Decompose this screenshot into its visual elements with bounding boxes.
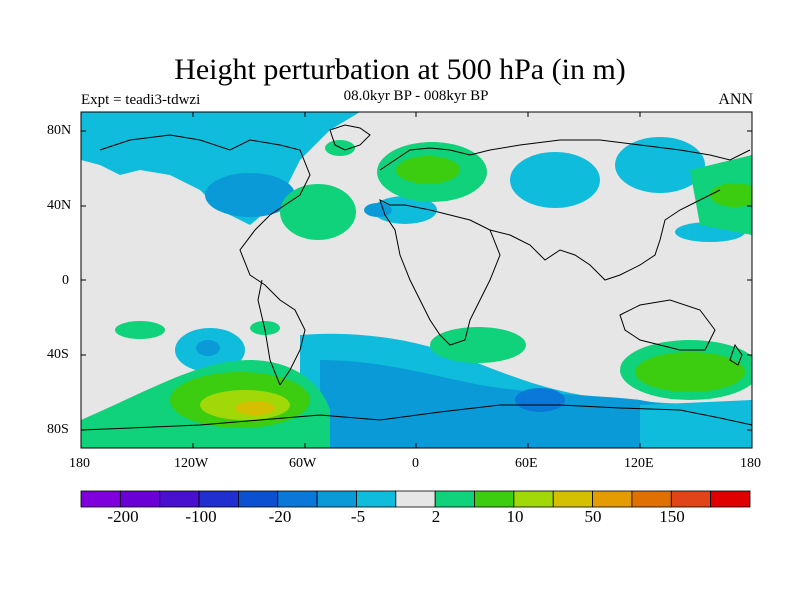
lat-label-0: 0 bbox=[62, 273, 69, 288]
pos-anomaly-north-pacific-core bbox=[710, 183, 752, 207]
neg-anomaly-south-pacific-core bbox=[196, 340, 220, 356]
coastlines bbox=[81, 124, 752, 431]
colorbar bbox=[80, 490, 751, 508]
colorbar-label: 10 bbox=[506, 507, 524, 526]
lon-label-180w: 180 bbox=[69, 456, 90, 471]
colorbar-box bbox=[238, 490, 279, 508]
colorbar-box bbox=[710, 490, 751, 508]
season-label: ANN bbox=[718, 91, 753, 108]
pos-anomaly-atlantic bbox=[280, 184, 356, 240]
lon-label-180e: 180 bbox=[740, 456, 761, 471]
neg-anomaly-ross bbox=[640, 400, 752, 448]
colorbar-box bbox=[159, 490, 200, 508]
lon-label-60w: 60W bbox=[289, 456, 317, 471]
colorbar-box bbox=[277, 490, 318, 508]
lat-label-80s: 80S bbox=[47, 422, 69, 437]
pos-anomaly-sp-peak bbox=[235, 401, 275, 415]
colorbar-box bbox=[631, 490, 672, 508]
colorbar-label: -5 bbox=[350, 507, 366, 526]
colorbar-box bbox=[356, 490, 397, 508]
neg-anomaly-southern-ocean-core bbox=[515, 388, 565, 412]
colorbar-box bbox=[552, 490, 593, 508]
neg-anomaly-mediterranean bbox=[373, 196, 437, 224]
colorbar-box bbox=[513, 490, 554, 508]
lon-label-0: 0 bbox=[412, 456, 419, 471]
pos-anomaly-sp-small bbox=[115, 321, 165, 339]
contour-field bbox=[81, 112, 752, 448]
lon-label-60e: 60E bbox=[515, 456, 538, 471]
axis-ticks bbox=[81, 112, 752, 448]
pos-anomaly-australia-core bbox=[635, 352, 745, 392]
colorbar-box bbox=[670, 490, 712, 508]
colorbar-box bbox=[474, 490, 515, 508]
colorbar-box bbox=[80, 490, 121, 508]
colorbar-label: 50 bbox=[584, 507, 602, 526]
pos-anomaly-europe-core bbox=[396, 156, 460, 184]
lat-label-80n: 80N bbox=[47, 123, 72, 138]
plot-subtitle: 08.0kyr BP - 008kyr BP bbox=[343, 88, 489, 104]
pos-anomaly-south-africa bbox=[430, 327, 526, 363]
colorbar-label: -200 bbox=[107, 507, 139, 526]
colorbar-box bbox=[592, 490, 633, 508]
colorbar-box bbox=[198, 490, 239, 508]
lon-label-120e: 120E bbox=[624, 456, 654, 471]
colorbar-label: -20 bbox=[268, 507, 292, 526]
lat-label-40n: 40N bbox=[47, 198, 72, 213]
neg-anomaly-mediterranean-core bbox=[364, 203, 392, 217]
lon-label-120w: 120W bbox=[174, 456, 209, 471]
neg-anomaly-north-atlantic bbox=[81, 112, 360, 225]
neg-anomaly-east-asia bbox=[615, 137, 705, 193]
lat-label-40s: 40S bbox=[47, 347, 69, 362]
experiment-label: Expt = teadi3-tdwzi bbox=[81, 92, 201, 108]
neg-anomaly-canada-core bbox=[205, 173, 295, 217]
neg-anomaly-central-asia bbox=[510, 152, 600, 208]
colorbar-box bbox=[119, 490, 161, 508]
colorbar-box bbox=[395, 490, 436, 508]
plot-title: Height perturbation at 500 hPa (in m) bbox=[174, 53, 626, 86]
colorbar-label: 150 bbox=[659, 507, 685, 526]
colorbar-box bbox=[316, 490, 357, 508]
colorbar-label: 2 bbox=[431, 507, 441, 526]
colorbar-box bbox=[434, 490, 475, 508]
colorbar-label: -100 bbox=[185, 507, 217, 526]
